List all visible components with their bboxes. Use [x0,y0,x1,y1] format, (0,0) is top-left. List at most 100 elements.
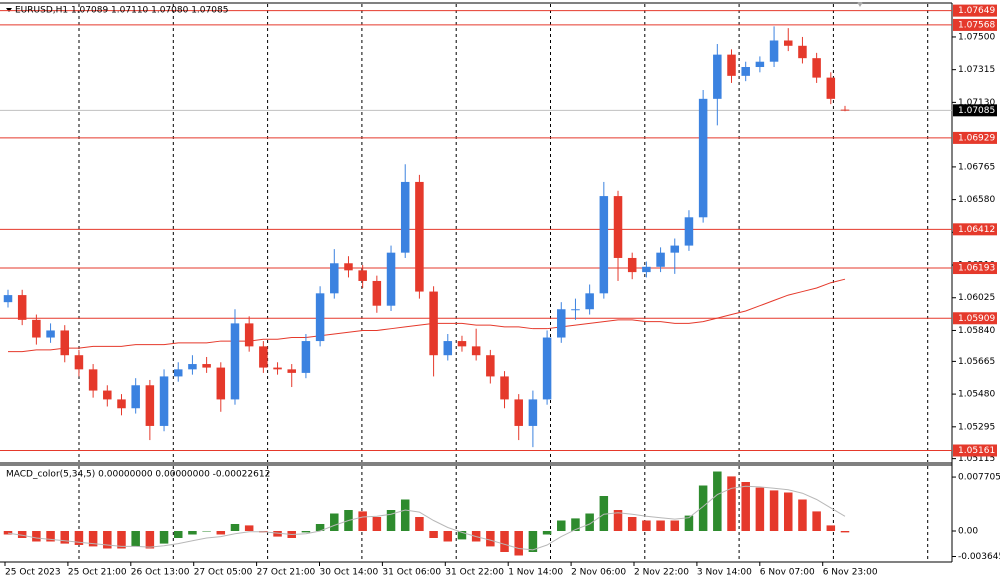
y-tick-label: 1.05480 [958,390,995,400]
candle-body [741,67,750,76]
candle-body [330,263,339,294]
macd-bar [457,530,467,540]
macd-bar [145,530,155,549]
macd-bar [812,511,821,531]
candle-body [500,376,509,400]
macd-bar [103,530,112,549]
level-box [953,223,997,236]
macd-bar [415,516,424,531]
scroll-arrow[interactable] [857,2,863,7]
macd-title: MACD_color(5,34,5) 0.00000000 0.00000000… [6,470,270,480]
macd-bar [826,525,836,531]
macd-bar [500,530,509,552]
x-tick-label: 3 Nov 14:00 [697,568,752,578]
level-label: 1.06929 [958,133,995,143]
candle-body [542,337,552,400]
macd-bar [656,520,665,531]
candle-body [202,364,211,368]
candle-body [486,355,495,377]
candle-body [145,385,155,426]
macd-signal [7,485,846,551]
y-tick-label: 1.05840 [958,326,995,336]
candle-body [528,399,538,426]
macd-bar [741,482,750,531]
macd-bar [301,530,311,533]
candle-body [826,77,836,99]
macd-bar [202,530,211,532]
macd-bar [670,520,680,531]
candle-body [514,399,523,426]
x-tick-label: 26 Oct 13:00 [131,568,190,578]
macd-bar [557,520,566,531]
candle-body [599,196,609,294]
y-tick-label: 0.0077059 [958,473,1000,483]
candle-body [684,217,694,246]
macd-bar [542,530,552,535]
macd-bar [840,530,850,533]
candle-body [670,245,680,253]
candle-body [3,295,13,303]
candle-body [727,54,736,76]
x-tick-label: 25 Oct 21:00 [68,568,127,578]
level-box [953,444,997,457]
macd-bar [273,530,282,537]
macd-bar [713,471,722,531]
macd-bar [684,515,694,531]
macd-bar [528,530,538,552]
y-tick-label: 1.06580 [958,195,995,205]
macd-bar [32,530,41,542]
level-label: 1.05909 [958,314,995,324]
candle-body [769,40,779,62]
candle-body [287,369,296,373]
candle-body [571,309,580,311]
candle-body [557,309,566,338]
candle-body [613,196,623,258]
candle-body [259,346,268,368]
candle-body [627,257,637,273]
y-tick-label: 1.06765 [958,162,995,172]
level-label: 1.07649 [958,6,995,16]
level-box [953,131,997,144]
candle-body [358,270,367,281]
candle-body [74,355,84,370]
candle-body [216,367,226,400]
y-tick-label: 1.05295 [958,422,995,432]
chart-title: EURUSD,H1 1.07089 1.07110 1.07080 1.0708… [15,6,228,16]
macd-bar [386,510,396,531]
macd-bar [372,516,382,531]
level-label: 1.05161 [958,446,995,456]
macd-bar [358,511,367,531]
level-label: 1.06412 [958,225,995,235]
macd-bar [46,530,55,542]
candle-body [17,295,27,320]
candle-body [173,369,183,377]
macd-bar [769,490,779,531]
y-tick-label: -0.0036456 [958,552,1000,562]
candle-body [372,280,382,306]
macd-bar [698,485,708,531]
macd-bar [783,492,793,531]
menu-arrow[interactable] [6,8,12,12]
candle-body [471,346,481,356]
macd-bar [188,530,197,535]
macd-bar [486,530,495,547]
x-tick-label: 6 Nov 23:00 [823,568,878,578]
macd-bar [798,499,807,531]
candle-body [273,367,282,370]
candle-body [230,323,240,400]
candle-body [46,330,55,338]
candle-body [443,341,453,356]
candle-body [698,98,708,218]
candle-body [103,390,112,400]
y-tick-label: 1.07130 [958,98,995,108]
y-tick-label: 1.06025 [958,293,995,303]
candle-body [344,263,353,271]
macd-bar [17,530,27,538]
macd-bar [173,530,183,538]
macd-bar [230,523,240,531]
level-label: 1.06193 [958,264,995,274]
candle-body [386,252,396,306]
macd-bar [315,523,325,531]
candle-body [812,58,821,78]
